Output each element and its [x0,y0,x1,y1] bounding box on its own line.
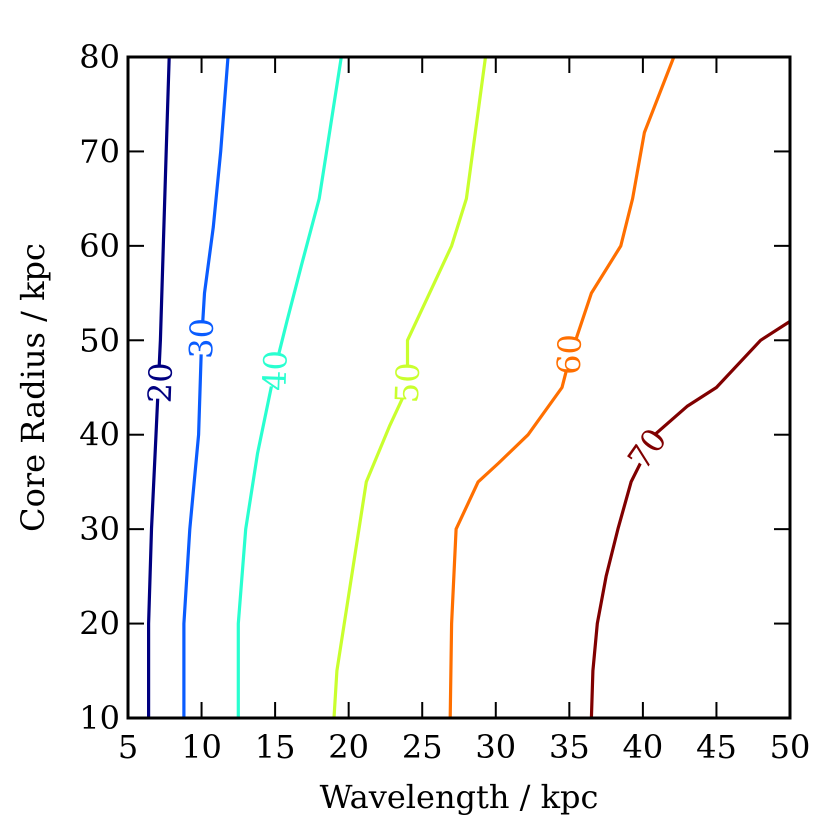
contour-label-gap-60 [544,337,594,372]
x-tick-label: 30 [475,728,516,766]
contour-label-70: 70 [620,421,674,476]
contour-label-20: 20 [141,362,180,404]
plot-frame [126,55,792,720]
contour-label-50: 50 [388,362,427,404]
contour-label-gap-70 [618,422,677,476]
y-tick-label: 10 [79,699,120,737]
y-tick-label: 40 [79,416,120,454]
contour-line-70 [589,320,791,719]
y-tick-label: 50 [79,321,120,359]
y-tick-label: 20 [79,605,120,643]
contour-line-40 [236,56,343,718]
contour-label-gap-40 [250,353,300,388]
contour-label-60: 60 [550,333,589,375]
contour-label-gap-20 [135,365,185,400]
x-tick-label: 20 [328,728,369,766]
contour-label-gap-30 [177,321,227,356]
x-tick-label: 40 [623,728,664,766]
x-tick-label: 50 [770,728,811,766]
y-tick-label: 80 [79,38,120,76]
contour-label-gap-50 [382,365,433,400]
x-axis-title: Wavelength / kpc [320,778,599,816]
x-tick-label: 35 [549,728,590,766]
y-tick-label: 30 [79,510,120,548]
x-tick-label: 5 [118,728,138,766]
x-tick-label: 10 [181,728,222,766]
y-tick-label: 70 [79,132,120,170]
contour-label-40: 40 [255,349,294,391]
axis-ticks [127,56,791,719]
contour-line-30 [182,56,230,718]
y-axis-title: Core Radius / kpc [14,243,52,532]
x-tick-label: 45 [696,728,737,766]
contour-line-60 [448,56,676,719]
x-tick-label: 15 [255,728,296,766]
contour-label-30: 30 [182,317,221,359]
y-tick-label: 60 [79,227,120,265]
x-tick-label: 25 [402,728,443,766]
